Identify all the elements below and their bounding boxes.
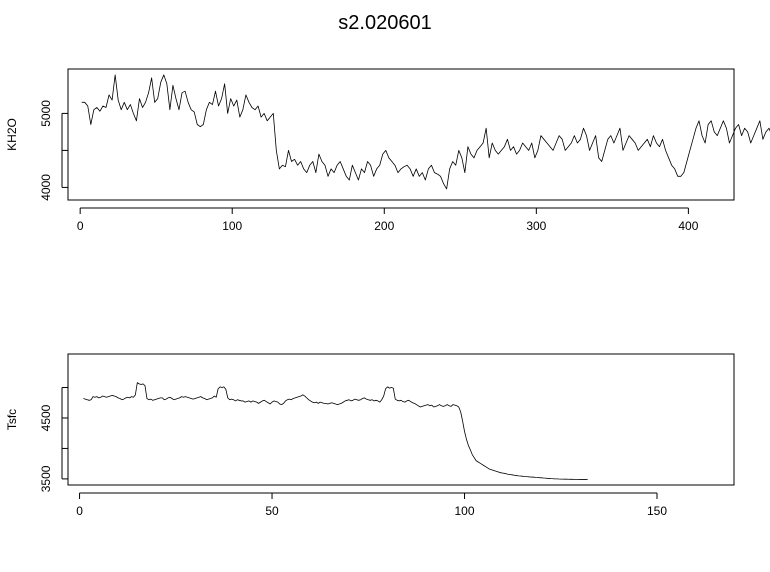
- panel1-x-tick-label: 400: [678, 219, 698, 233]
- panel1-x-tick-label: 300: [526, 219, 546, 233]
- panel2-y-tick-label: 3500: [39, 465, 53, 492]
- panel2-series-line: [83, 382, 588, 480]
- panel1-y-axis-label: KH2O: [5, 118, 19, 151]
- panel2-y-tick-label: 4500: [39, 404, 53, 431]
- panel2-y-axis-label: Tsfc: [5, 409, 19, 430]
- panel2-x-tick-label: 0: [76, 504, 83, 518]
- chart-title: s2.020601: [338, 12, 432, 34]
- panel1-y-tick-label: 5000: [39, 100, 53, 127]
- panel2-x-tick-label: 150: [647, 504, 667, 518]
- panel1-x-tick-label: 0: [77, 219, 84, 233]
- panel1-y-tick-label: 4000: [39, 174, 53, 201]
- panel1-x-tick-label: 200: [374, 219, 394, 233]
- panel1-x-tick-label: 100: [222, 219, 242, 233]
- panel2-x-tick-label: 100: [455, 504, 475, 518]
- panel2-x-tick-label: 50: [265, 504, 279, 518]
- panel1-plot-frame: [67, 68, 735, 201]
- panel1-series-line: [81, 74, 770, 190]
- panel2-plot-frame: [67, 353, 735, 486]
